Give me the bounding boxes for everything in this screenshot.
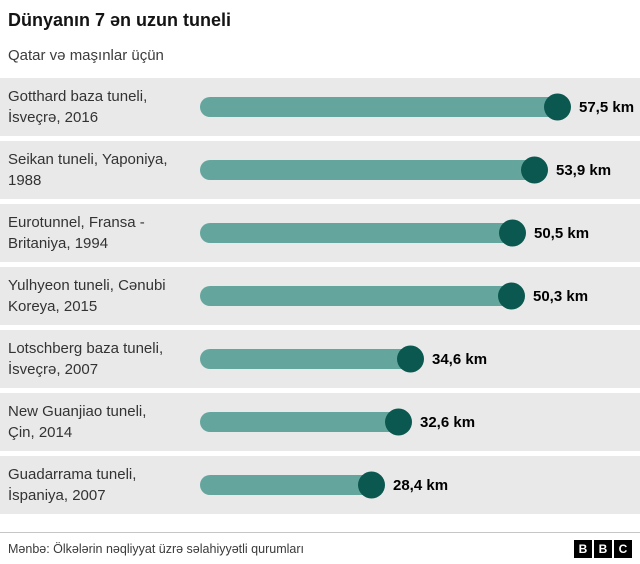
tunnel-bar xyxy=(200,156,548,184)
chart-row: Lotschberg baza tuneli, İsveçrə, 2007 34… xyxy=(0,330,640,388)
tunnel-bar xyxy=(200,219,526,247)
tunnel-bar xyxy=(200,282,525,310)
chart-header: Dünyanın 7 ən uzun tuneli Qatar və maşın… xyxy=(0,0,640,78)
page-title: Dünyanın 7 ən uzun tuneli xyxy=(8,10,232,30)
bbc-logo-block: C xyxy=(614,539,632,558)
value-label: 57,5 km xyxy=(579,98,635,116)
chart-row: Seikan tuneli, Yaponiya, 1988 53,9 km xyxy=(0,141,640,199)
bar-chart: Gotthard baza tuneli, İsveçrə, 2016 57,5… xyxy=(0,78,640,526)
chart-row: New Guanjiao tuneli, Çin, 2014 32,6 km xyxy=(0,393,640,451)
chart-row: Gotthard baza tuneli, İsveçrə, 2016 57,5… xyxy=(0,78,640,136)
bar-zone: 32,6 km xyxy=(200,408,640,436)
row-label-line-1: New Guanjiao tuneli, xyxy=(8,403,147,420)
chart-subtitle: Qatar və maşınlar üçün xyxy=(8,47,164,64)
row-label: Seikan tuneli, Yaponiya, 1988 xyxy=(0,149,200,191)
row-label-line-2: İsveçrə, 2007 xyxy=(8,361,99,378)
row-label: New Guanjiao tuneli, Çin, 2014 xyxy=(0,401,200,443)
chart-row: Guadarrama tuneli, İspaniya, 2007 28,4 k… xyxy=(0,456,640,514)
bbc-logo-block: B xyxy=(574,539,592,558)
row-label-line-2: İsveçrə, 2016 xyxy=(8,109,99,126)
tunnel-entrance-icon xyxy=(498,282,525,310)
row-label-line-2: Çin, 2014 xyxy=(8,424,73,441)
tunnel-entrance-icon xyxy=(397,345,424,373)
row-label-line-1: Gotthard baza tuneli, xyxy=(8,88,148,105)
row-label: Eurotunnel, Fransa - Britaniya, 1994 xyxy=(0,212,200,254)
value-label: 50,3 km xyxy=(533,287,589,305)
value-label: 32,6 km xyxy=(420,413,476,431)
row-label: Guadarrama tuneli, İspaniya, 2007 xyxy=(0,464,200,506)
tunnel-bar xyxy=(200,93,571,121)
row-label: Gotthard baza tuneli, İsveçrə, 2016 xyxy=(0,86,200,128)
bar-zone: 50,3 km xyxy=(200,282,640,310)
bbc-logo-block: B xyxy=(594,539,612,558)
tunnel-entrance-icon xyxy=(499,219,526,247)
source-note: Mənbə: Ölkələrin nəqliyyat üzrə səlahiyy… xyxy=(8,541,304,556)
row-label-line-1: Yulhyeon tuneli, Cənubi xyxy=(8,277,166,294)
bar-zone: 34,6 km xyxy=(200,345,640,373)
bar-zone: 28,4 km xyxy=(200,471,640,499)
row-label-line-1: Eurotunnel, Fransa - xyxy=(8,214,145,231)
bbc-logo: B B C xyxy=(574,539,632,558)
row-label-line-2: Koreya, 2015 xyxy=(8,298,98,315)
row-label-line-2: Britaniya, 1994 xyxy=(8,235,109,252)
tunnel-bar xyxy=(200,345,424,373)
chart-row: Yulhyeon tuneli, Cənubi Koreya, 2015 50,… xyxy=(0,267,640,325)
bar-zone: 50,5 km xyxy=(200,219,640,247)
row-label-line-1: Guadarrama tuneli, xyxy=(8,466,137,483)
tunnel-entrance-icon xyxy=(521,156,548,184)
bar-zone: 53,9 km xyxy=(200,156,640,184)
value-label: 34,6 km xyxy=(432,350,488,368)
tunnel-entrance-icon xyxy=(358,471,385,499)
chart-footer: Mənbə: Ölkələrin nəqliyyat üzrə səlahiyy… xyxy=(0,532,640,564)
value-label: 28,4 km xyxy=(393,476,449,494)
bar-zone: 57,5 km xyxy=(200,93,640,121)
row-label-line-2: 1988 xyxy=(8,172,42,189)
chart-row: Eurotunnel, Fransa - Britaniya, 1994 50,… xyxy=(0,204,640,262)
row-label-line-1: Seikan tuneli, Yaponiya, xyxy=(8,151,168,168)
tunnel-entrance-icon xyxy=(544,93,571,121)
row-label-line-2: İspaniya, 2007 xyxy=(8,487,106,504)
tunnel-bar xyxy=(200,408,412,436)
row-label: Lotschberg baza tuneli, İsveçrə, 2007 xyxy=(0,338,200,380)
value-label: 50,5 km xyxy=(534,224,590,242)
row-label-line-1: Lotschberg baza tuneli, xyxy=(8,340,164,357)
row-label: Yulhyeon tuneli, Cənubi Koreya, 2015 xyxy=(0,275,200,317)
tunnel-entrance-icon xyxy=(385,408,412,436)
tunnel-bar xyxy=(200,471,385,499)
value-label: 53,9 km xyxy=(556,161,612,179)
